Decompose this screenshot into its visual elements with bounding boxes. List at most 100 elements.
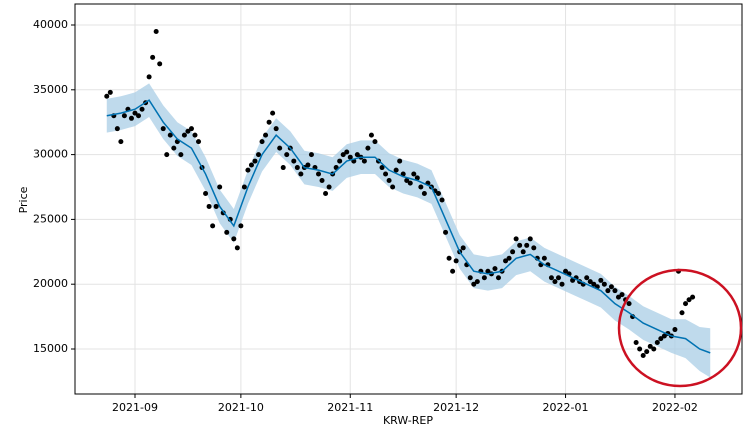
observation	[323, 190, 329, 196]
observation	[383, 171, 389, 177]
plot-frame	[74, 3, 743, 395]
observation	[506, 255, 512, 261]
observation	[361, 158, 367, 164]
observation	[510, 249, 516, 255]
observation	[379, 165, 385, 171]
observation	[619, 292, 625, 298]
observation	[280, 165, 286, 171]
observation	[354, 152, 360, 158]
observation	[188, 126, 194, 132]
observation	[690, 294, 696, 300]
observation	[291, 158, 297, 164]
observation	[531, 245, 537, 251]
observation	[555, 275, 561, 281]
observation	[640, 352, 646, 358]
observation	[686, 297, 692, 303]
observation	[178, 152, 184, 158]
observation	[252, 158, 258, 164]
observation	[210, 223, 216, 229]
observation	[605, 288, 611, 294]
observation	[372, 139, 378, 145]
observation	[164, 152, 170, 158]
observation	[284, 152, 290, 158]
observation	[365, 145, 371, 151]
observation	[637, 346, 643, 352]
observation	[446, 255, 452, 261]
observation	[393, 167, 399, 173]
observation	[552, 279, 558, 285]
observation	[273, 126, 279, 132]
observation	[647, 343, 653, 349]
x-tick-label: 2021-12	[433, 401, 479, 414]
observation	[467, 275, 473, 281]
observation	[495, 275, 501, 281]
observation	[513, 236, 519, 242]
observation	[471, 281, 477, 287]
highlight-circle	[617, 268, 743, 388]
x-tick-label: 2021-09	[112, 401, 158, 414]
observation	[407, 180, 413, 186]
observation	[541, 255, 547, 261]
observation	[270, 110, 276, 116]
observation	[298, 171, 304, 177]
observation	[340, 152, 346, 158]
observation	[679, 310, 685, 316]
observation	[683, 301, 689, 307]
observation	[308, 152, 314, 158]
observation	[612, 288, 618, 294]
observation	[598, 277, 604, 283]
observation	[234, 245, 240, 251]
observation	[160, 126, 166, 132]
observation	[347, 154, 353, 160]
observation	[485, 268, 491, 274]
y-tick-label: 40000	[33, 18, 68, 31]
observation	[153, 28, 159, 34]
observation	[206, 203, 212, 209]
observation	[418, 184, 424, 190]
y-tick-label: 25000	[33, 212, 68, 225]
observation	[587, 279, 593, 285]
observation	[591, 281, 597, 287]
observation	[481, 275, 487, 281]
observation	[277, 145, 283, 151]
observation	[185, 128, 191, 134]
x-tick-label: 2021-11	[327, 401, 373, 414]
observation	[439, 197, 445, 203]
observation	[167, 132, 173, 138]
observation	[326, 184, 332, 190]
observation	[231, 236, 237, 242]
observation	[263, 132, 269, 138]
observation	[460, 245, 466, 251]
observation	[157, 61, 163, 67]
observation	[633, 340, 639, 346]
observation	[644, 349, 650, 355]
observation	[136, 113, 142, 119]
observation	[563, 268, 569, 274]
observation	[584, 275, 590, 281]
observation	[559, 281, 565, 287]
observation	[414, 175, 420, 181]
observation	[217, 184, 223, 190]
observation	[213, 203, 219, 209]
observation	[658, 336, 664, 342]
y-axis-label: Price	[17, 186, 30, 213]
observation	[450, 268, 456, 274]
observation	[344, 149, 350, 155]
observation	[527, 236, 533, 242]
observation	[146, 74, 152, 80]
x-tick-label: 2022-01	[543, 401, 589, 414]
observation	[319, 178, 325, 184]
observation	[121, 113, 127, 119]
observation	[601, 281, 607, 287]
y-tick-label: 35000	[33, 83, 68, 96]
observation	[548, 275, 554, 281]
observation	[517, 242, 523, 248]
observation	[196, 139, 202, 145]
observation	[411, 171, 417, 177]
x-tick-label: 2021-10	[218, 401, 264, 414]
observation	[390, 184, 396, 190]
observation	[139, 106, 145, 112]
observation	[241, 184, 247, 190]
